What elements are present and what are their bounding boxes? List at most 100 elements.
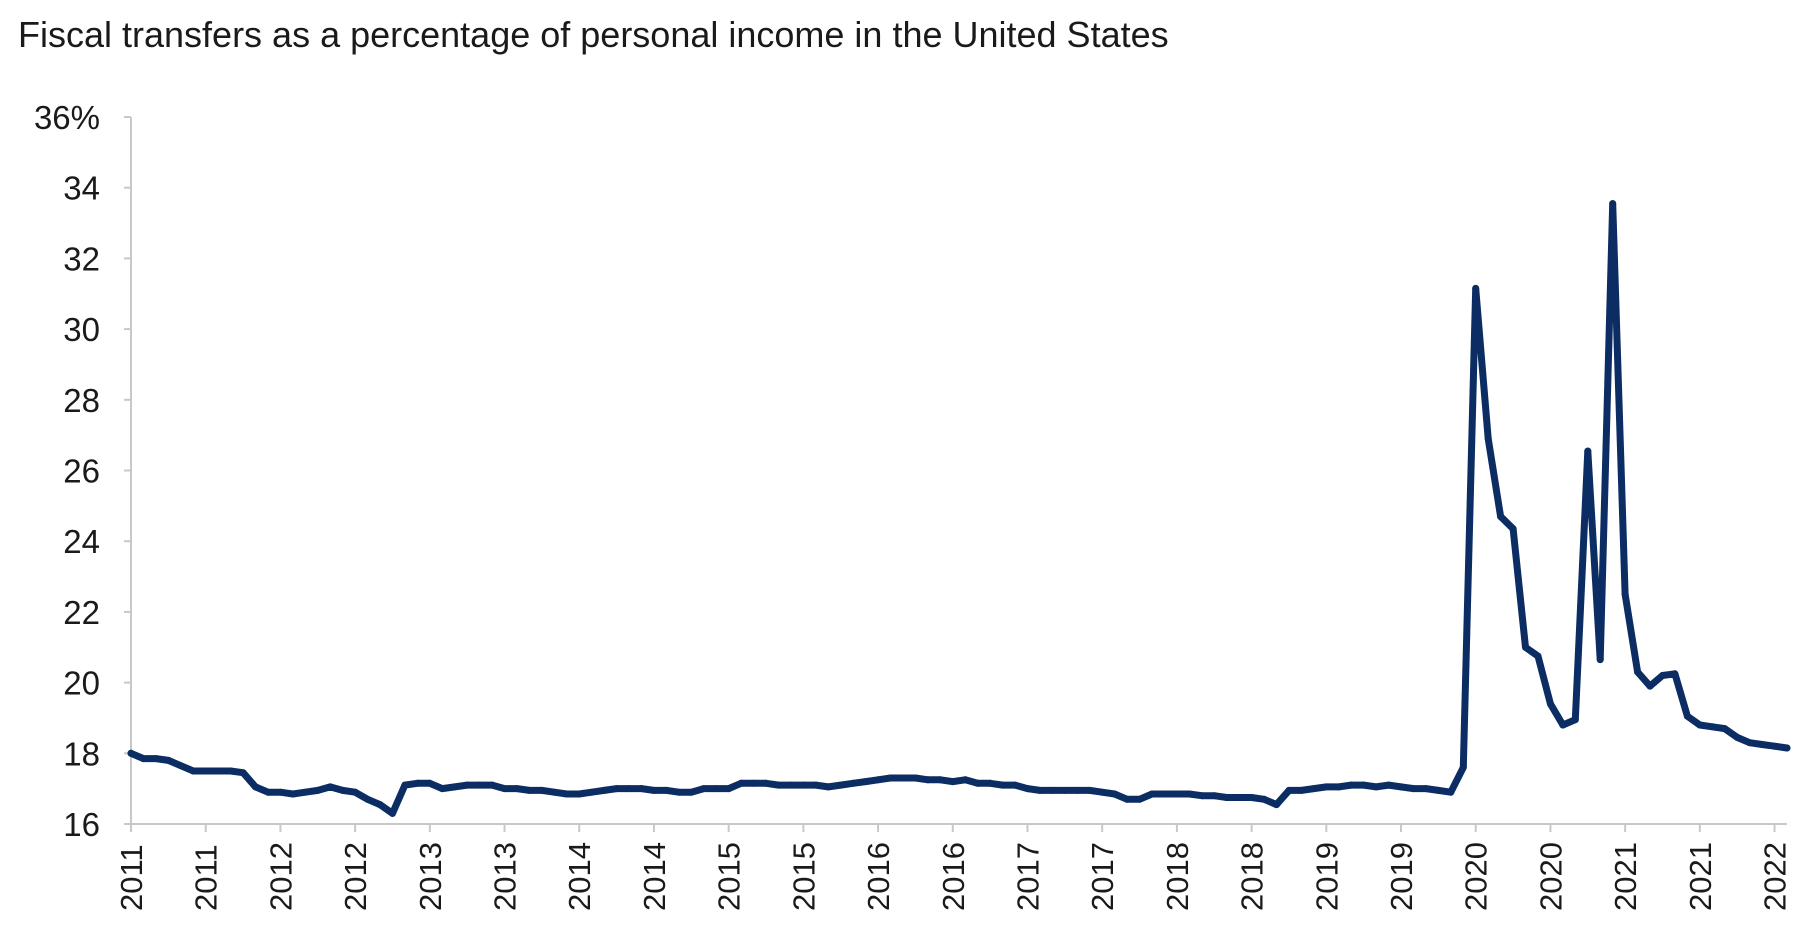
x-tick-label: 2015 xyxy=(712,842,747,911)
data-point xyxy=(1360,781,1368,789)
data-point xyxy=(1061,786,1069,794)
data-point xyxy=(1285,786,1293,794)
data-point xyxy=(762,779,770,787)
series-group xyxy=(127,200,1791,817)
data-point xyxy=(1048,786,1056,794)
data-point xyxy=(1310,785,1318,793)
x-tick-label: 2014 xyxy=(637,842,672,911)
data-point xyxy=(1609,200,1617,208)
data-point xyxy=(662,786,670,794)
data-point xyxy=(1235,794,1243,801)
data-point xyxy=(127,749,135,757)
data-point xyxy=(1322,783,1330,791)
y-tick-label: 28 xyxy=(63,382,100,419)
data-point xyxy=(824,783,832,791)
x-tick-label: 2017 xyxy=(1085,842,1120,911)
data-point xyxy=(625,785,633,793)
data-point xyxy=(600,786,608,794)
y-tick-label: 20 xyxy=(63,665,100,702)
x-tick-label: 2019 xyxy=(1309,842,1344,911)
data-point xyxy=(1297,786,1305,794)
x-tick-label: 2015 xyxy=(786,842,821,911)
data-point xyxy=(1459,763,1467,771)
data-point xyxy=(675,788,683,796)
data-point xyxy=(538,786,546,794)
data-point xyxy=(413,779,421,787)
data-point xyxy=(339,786,347,794)
data-point xyxy=(1447,788,1455,796)
data-point xyxy=(1746,739,1754,747)
data-point xyxy=(1086,786,1094,794)
data-point xyxy=(1347,781,1355,789)
data-point xyxy=(1273,801,1280,809)
data-point xyxy=(1659,672,1666,679)
data-point xyxy=(1160,790,1168,798)
data-point xyxy=(1497,513,1505,520)
data-point xyxy=(488,781,496,789)
y-tick-label: 32 xyxy=(63,240,100,277)
y-tick-label: 22 xyxy=(63,594,100,631)
data-point xyxy=(364,795,372,803)
data-point xyxy=(438,785,446,793)
data-point xyxy=(227,767,235,775)
data-point xyxy=(1646,682,1654,690)
data-point xyxy=(1546,700,1554,708)
x-tick-label: 2020 xyxy=(1459,842,1494,911)
data-point xyxy=(1335,783,1343,791)
data-point xyxy=(1696,721,1704,729)
x-tick-label: 2014 xyxy=(562,842,597,911)
data-point xyxy=(1173,790,1181,798)
data-point xyxy=(799,781,807,789)
data-point xyxy=(563,790,571,798)
chart-title: Fiscal transfers as a percentage of pers… xyxy=(18,14,1169,55)
data-point xyxy=(451,783,459,791)
data-point xyxy=(1260,795,1268,803)
data-point xyxy=(1509,525,1517,533)
data-point xyxy=(264,788,272,796)
data-point xyxy=(177,762,185,770)
data-point xyxy=(687,788,695,796)
data-point xyxy=(1210,792,1218,800)
data-point xyxy=(1111,790,1119,798)
data-point xyxy=(1733,733,1741,741)
data-point xyxy=(1596,656,1604,664)
data-point xyxy=(401,781,409,789)
data-point xyxy=(351,788,359,796)
data-point xyxy=(1634,668,1642,676)
data-point xyxy=(1683,712,1691,720)
data-point xyxy=(140,755,147,763)
data-point xyxy=(276,788,284,796)
data-point xyxy=(1397,783,1405,791)
x-tick-label: 2017 xyxy=(1010,842,1045,911)
data-point xyxy=(1434,786,1442,794)
x-tick-label: 2021 xyxy=(1608,842,1643,911)
data-point xyxy=(476,781,484,789)
data-point xyxy=(1385,781,1393,789)
data-point xyxy=(775,781,782,789)
data-point xyxy=(326,783,334,791)
data-point xyxy=(1522,643,1529,651)
data-point xyxy=(1571,716,1579,724)
data-point xyxy=(1621,590,1629,598)
data-point xyxy=(750,779,758,787)
data-point xyxy=(289,790,297,798)
data-point xyxy=(1024,785,1031,793)
data-point xyxy=(924,776,932,784)
data-point xyxy=(986,779,994,787)
data-point xyxy=(737,779,745,787)
y-tick-label: 30 xyxy=(63,311,100,348)
data-point xyxy=(837,781,845,789)
data-point xyxy=(725,785,733,793)
data-point xyxy=(849,779,857,787)
data-point xyxy=(301,788,309,796)
data-point xyxy=(1472,284,1480,292)
data-point xyxy=(949,778,957,786)
x-tick-label: 2011 xyxy=(114,844,149,911)
data-point xyxy=(787,781,795,789)
data-point xyxy=(1584,447,1592,455)
data-point xyxy=(1534,652,1542,660)
data-point xyxy=(252,783,259,791)
x-tick-label: 2018 xyxy=(1160,842,1195,911)
x-tick-label: 2016 xyxy=(936,842,971,911)
